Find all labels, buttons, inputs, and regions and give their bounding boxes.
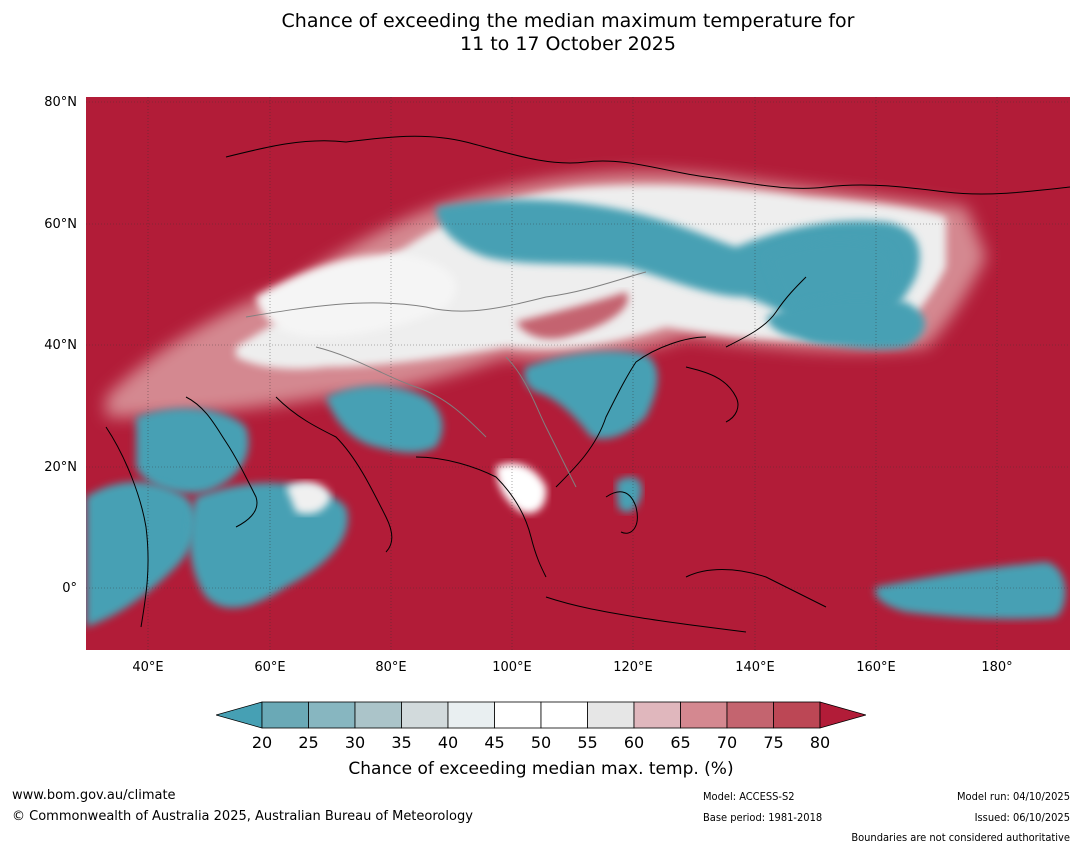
colorbar-segment-70-75 <box>726 701 774 729</box>
colorbar-tick-45: 45 <box>484 733 505 752</box>
white-band-north <box>236 185 946 369</box>
lon-label-100e: 100°E <box>492 660 532 675</box>
colorbar-segment-40-45 <box>447 701 495 729</box>
colorbar-segment-35-40 <box>401 701 449 729</box>
colorbar-tick-20: 20 <box>251 733 273 752</box>
colorbar-segment-25-30 <box>308 701 356 729</box>
colorbar-tick-30: 30 <box>344 733 366 752</box>
colorbar-segment-75-80 <box>773 701 821 729</box>
colorbar-arrow-low <box>216 701 263 729</box>
base-period-text: Base period: 1981-2018 <box>703 811 823 824</box>
colorbar-tick-65: 65 <box>670 733 691 752</box>
colorbar-segment-30-35 <box>354 701 402 729</box>
colorbar-segment-60-65 <box>633 701 681 729</box>
white-fringe-india <box>286 481 331 514</box>
lat-label-0: 0° <box>62 581 77 596</box>
disclaimer-text: Boundaries are not considered authoritat… <box>851 831 1070 844</box>
title-line-1: Chance of exceeding the median maximum t… <box>281 10 855 32</box>
graticule <box>86 97 1070 650</box>
model-run-text: Model run: 04/10/2025 <box>957 790 1070 803</box>
lon-label-80e: 80°E <box>375 660 407 675</box>
red-tongue-mongolia <box>516 292 628 339</box>
lon-label-180: 180° <box>981 660 1013 675</box>
colorbar-segment-20-25 <box>261 701 309 729</box>
colorbar-tick-50: 50 <box>530 733 552 752</box>
white-central-asia <box>256 254 456 337</box>
colorbar-label: Chance of exceeding median max. temp. (%… <box>348 759 734 779</box>
blue-region-equator <box>875 562 1066 620</box>
colorbar-tick-80: 80 <box>809 733 831 752</box>
lat-label-20n: 20°N <box>44 460 77 475</box>
colorbar-tick-70: 70 <box>716 733 738 752</box>
colorbar-tick-25: 25 <box>298 733 319 752</box>
blue-region-arabian-sea <box>189 483 348 608</box>
coastlines <box>105 135 1070 633</box>
blue-region-tibet <box>326 385 443 453</box>
colorbar-tick-75: 75 <box>763 733 784 752</box>
blue-region-africa <box>86 482 197 627</box>
colorbar-tick-40: 40 <box>437 733 459 752</box>
lon-label-160e: 160°E <box>856 660 896 675</box>
blue-region-china <box>524 351 658 439</box>
lon-label-60e: 60°E <box>254 660 286 675</box>
probability-map[interactable] <box>86 97 1070 650</box>
colorbar-segment-50-55 <box>540 701 588 729</box>
country-borders <box>245 271 647 488</box>
lat-label-80n: 80°N <box>44 95 77 110</box>
colorbar-tick-35: 35 <box>391 733 412 752</box>
blue-region-pacific <box>766 297 925 350</box>
lon-label-40e: 40°E <box>132 660 164 675</box>
lon-label-140e: 140°E <box>735 660 775 675</box>
colorbar-arrow-high <box>819 701 866 729</box>
colorbar <box>216 701 866 729</box>
lat-label-60n: 60°N <box>44 217 77 232</box>
title-line-2: 11 to 17 October 2025 <box>460 33 676 55</box>
colorbar-segment-65-70 <box>680 701 728 729</box>
website-link[interactable]: www.bom.gov.au/climate <box>12 788 176 803</box>
colorbar-tick-60: 60 <box>623 733 645 752</box>
issued-text: Issued: 06/10/2025 <box>974 811 1070 824</box>
copyright-text: © Commonwealth of Australia 2025, Austra… <box>12 809 473 824</box>
map-canvas <box>86 97 1070 650</box>
colorbar-tick-55: 55 <box>577 733 598 752</box>
colorbar-segment-55-60 <box>587 701 635 729</box>
model-text: Model: ACCESS-S2 <box>703 790 795 803</box>
colorbar-segment-45-50 <box>494 701 542 729</box>
white-fringe-indochina <box>496 463 547 514</box>
lon-label-120e: 120°E <box>613 660 653 675</box>
lat-label-40n: 40°N <box>44 338 77 353</box>
blue-region-arabia <box>136 408 249 494</box>
chart-title: Chance of exceeding the median maximum t… <box>0 10 1081 56</box>
